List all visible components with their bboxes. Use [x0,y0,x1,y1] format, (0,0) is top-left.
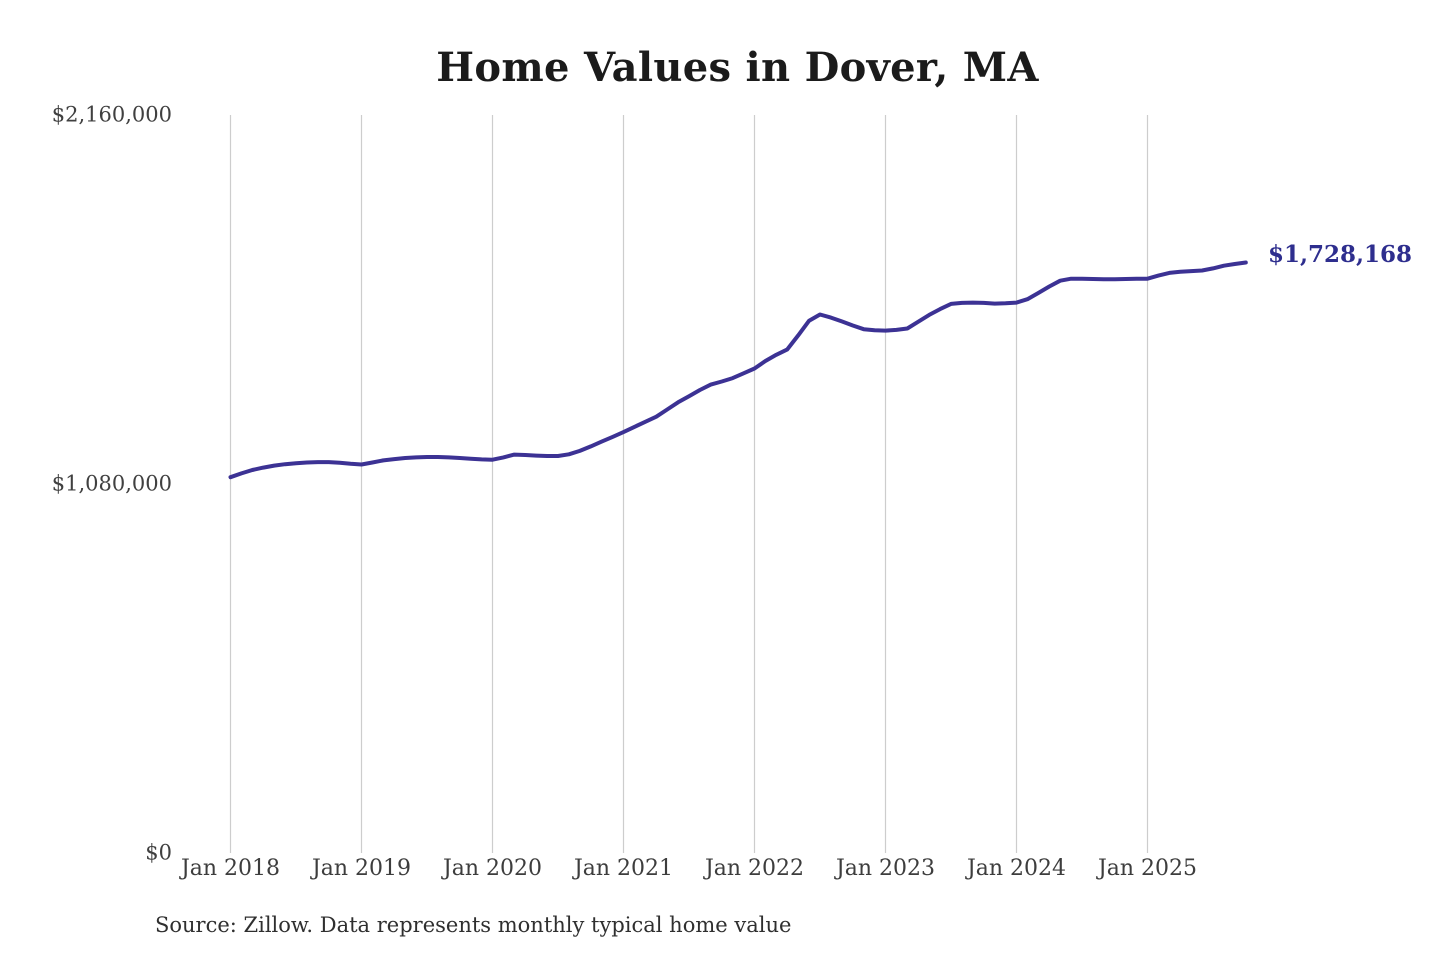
x-axis-tick-label: Jan 2022 [704,856,805,881]
x-axis-tick-label: Jan 2019 [311,856,412,881]
x-axis-tick-label: Jan 2023 [835,856,936,881]
x-axis-tick-label: Jan 2018 [180,856,281,881]
y-axis-tick-label: $1,080,000 [51,471,172,496]
source-note: Source: Zillow. Data represents monthly … [155,913,792,937]
home-value-line [228,260,1248,480]
chart-title: Home Values in Dover, MA [436,44,1039,91]
x-axis-tick-label: Jan 2020 [442,856,543,881]
x-axis-tick-label: Jan 2025 [1097,856,1198,881]
x-axis-tick-label: Jan 2024 [966,856,1067,881]
y-axis-tick-label: $0 [145,840,172,865]
y-axis-tick-label: $2,160,000 [51,102,172,127]
latest-value-label: $1,728,168 [1268,241,1413,268]
x-axis-tick-label: Jan 2021 [573,856,674,881]
